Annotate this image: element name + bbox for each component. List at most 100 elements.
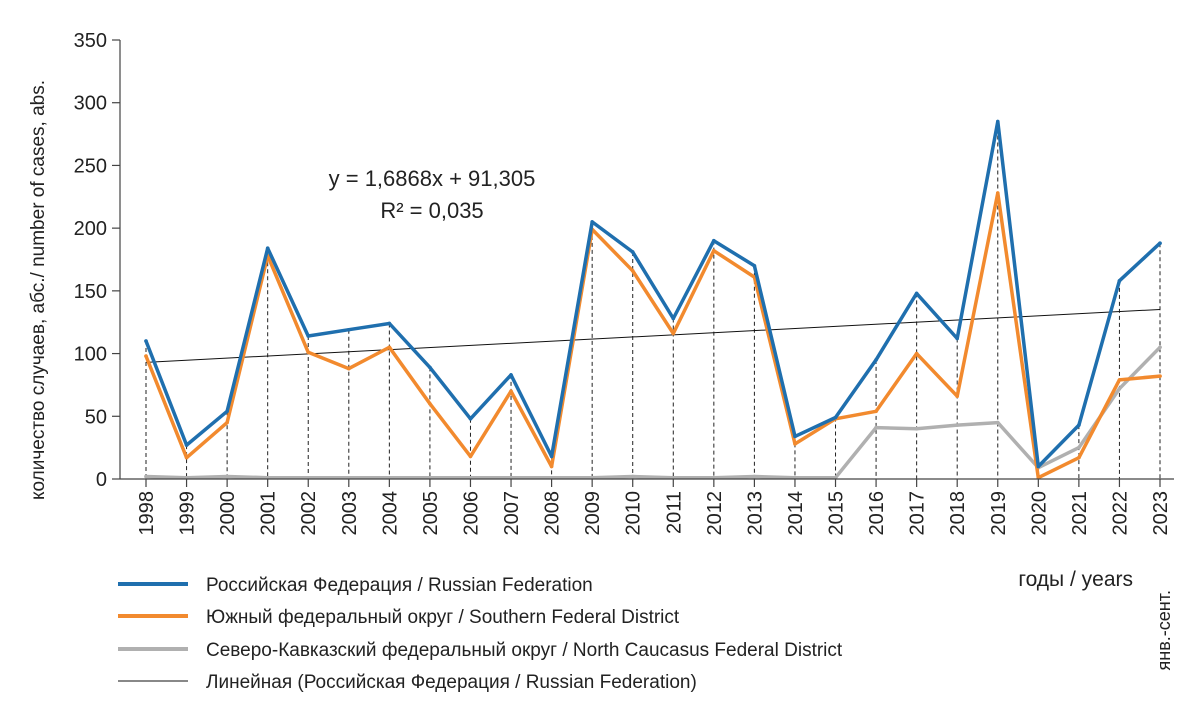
y-tick-label-250: 250: [74, 155, 107, 177]
x-tick-label-2011: 2011: [663, 491, 685, 534]
point-s1-2011: [671, 331, 676, 336]
point-s2-2019: [995, 420, 1000, 425]
point-s1-2022: [1117, 378, 1122, 382]
trendline-r2: R² = 0,035: [380, 198, 483, 223]
point-s0-2017: [914, 291, 919, 296]
point-s0-2022: [1117, 279, 1122, 283]
point-s0-2011: [671, 316, 676, 321]
last-category-note: янв.-сент.: [1154, 590, 1174, 670]
point-s2-2000: [225, 474, 229, 479]
legend: Российская Федерация / Russian Federatio…: [118, 575, 843, 693]
point-s0-2018: [955, 336, 959, 341]
point-s0-2008: [549, 454, 554, 459]
point-s0-2020: [1036, 464, 1041, 469]
x-tick-label-2017: 2017: [907, 491, 929, 536]
x-tick-label-2012: 2012: [704, 491, 726, 536]
point-s2-2021: [1077, 445, 1081, 450]
point-s0-1999: [184, 443, 189, 447]
x-tick-label-2009: 2009: [582, 491, 604, 536]
x-axis-label: годы / years: [1018, 568, 1133, 591]
point-s1-2000: [225, 420, 229, 425]
point-s1-2010: [630, 268, 635, 273]
y-tick-label-150: 150: [74, 281, 107, 303]
y-tick-label-200: 200: [74, 218, 107, 240]
x-tick-label-2000: 2000: [217, 491, 239, 536]
point-s0-2023: [1158, 241, 1162, 245]
point-s0-2006: [468, 416, 473, 421]
point-s1-1999: [184, 455, 189, 460]
series-line-0: [144, 119, 1162, 469]
legend-label-north-caucasus: Северо-Кавказский федеральный округ / No…: [206, 640, 843, 661]
point-s1-2008: [549, 464, 554, 469]
x-tick-label-2003: 2003: [339, 491, 361, 536]
point-s2-2016: [874, 425, 878, 430]
point-s0-2015: [833, 415, 838, 420]
y-axis-label: количество случаев, абс./ number of case…: [28, 80, 49, 500]
x-tick-label-2023: 2023: [1150, 491, 1172, 536]
x-tick-label-2010: 2010: [623, 491, 645, 536]
point-s1-2014: [793, 442, 797, 446]
x-tick-label-2020: 2020: [1028, 491, 1050, 536]
point-s0-2004: [387, 321, 392, 326]
legend-label-russia: Российская Федерация / Russian Federatio…: [206, 575, 593, 596]
point-s0-2021: [1077, 423, 1081, 427]
point-s1-2007: [509, 389, 513, 394]
axes: 0 50 100 150 200 250 300 350 1998 1999 2000 2001 200…: [74, 30, 1174, 536]
point-s0-1998: [144, 339, 148, 343]
legend-label-trendline: Линейная (Российская Федерация / Russian…: [206, 672, 697, 693]
point-s0-2003: [347, 327, 351, 332]
point-s1-2017: [914, 351, 919, 356]
point-s0-2016: [874, 358, 878, 362]
x-tick-label-2005: 2005: [420, 491, 442, 536]
point-s2-2010: [630, 474, 635, 479]
y-tick-label-350: 350: [74, 30, 107, 52]
point-s0-2007: [509, 373, 513, 377]
point-s2-2013: [752, 474, 757, 479]
point-s0-2019: [995, 119, 1000, 124]
point-s2-1998: [144, 474, 148, 479]
x-tick-label-2004: 2004: [379, 491, 401, 536]
point-s0-2012: [712, 238, 716, 243]
x-tick-label-1998: 1998: [136, 491, 158, 536]
trendline-equation: y = 1,6868x + 91,305: [329, 166, 536, 191]
point-s0-2014: [793, 434, 797, 439]
x-tick-label-2007: 2007: [501, 491, 523, 536]
x-tick-label-2006: 2006: [460, 491, 482, 536]
y-tick-label-300: 300: [74, 93, 107, 115]
x-tick-label-2008: 2008: [542, 491, 564, 536]
x-tick-label-2014: 2014: [785, 491, 807, 536]
point-s0-2013: [752, 263, 757, 268]
x-tick-label-1999: 1999: [177, 491, 199, 536]
x-tick-label-2013: 2013: [744, 491, 766, 536]
point-s0-2005: [428, 365, 432, 370]
point-s0-2009: [590, 220, 594, 224]
point-s1-2021: [1077, 455, 1081, 460]
x-tick-label-2018: 2018: [947, 491, 969, 536]
point-s1-1998: [144, 354, 148, 358]
x-tick-label-2002: 2002: [298, 491, 320, 536]
point-s1-2016: [874, 409, 878, 414]
point-s1-2004: [387, 345, 392, 350]
x-tick-label-2001: 2001: [258, 491, 280, 536]
point-s1-2006: [468, 454, 473, 459]
point-s1-2005: [428, 401, 432, 406]
legend-label-southern: Южный федеральный округ / Southern Feder…: [206, 607, 680, 628]
y-tick-label-100: 100: [74, 344, 107, 366]
point-s1-2002: [306, 350, 311, 355]
point-s0-2002: [306, 334, 311, 338]
point-s1-2012: [712, 248, 716, 253]
x-tick-label-2022: 2022: [1109, 491, 1131, 536]
point-s2-2017: [914, 427, 919, 431]
point-s0-2010: [630, 250, 635, 254]
x-tick-label-2019: 2019: [988, 491, 1010, 536]
point-s2-2023: [1158, 345, 1162, 350]
point-s0-2000: [225, 409, 229, 414]
series-line-2: [144, 345, 1162, 480]
y-tick-label-0: 0: [96, 469, 107, 491]
series-layer: [144, 119, 1162, 480]
series-line-1: [144, 191, 1162, 480]
point-s1-2019: [995, 191, 1000, 195]
x-tick-label-2016: 2016: [866, 491, 888, 536]
point-s1-2003: [347, 366, 351, 371]
